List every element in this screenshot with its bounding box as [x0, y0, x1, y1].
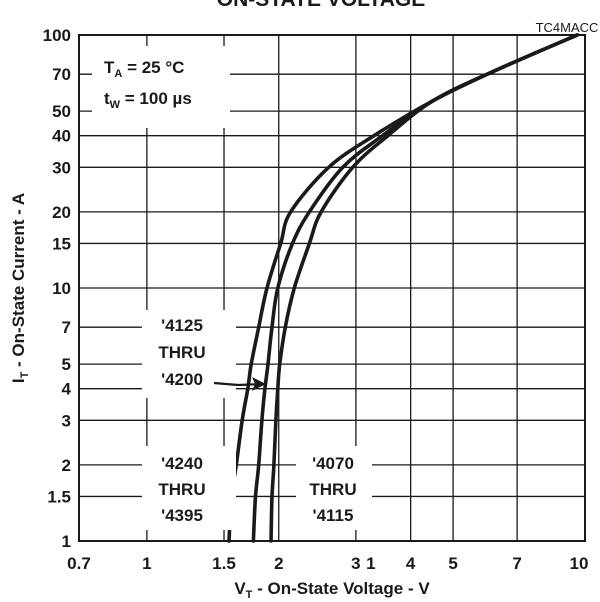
x-tick-label-1: 1 — [142, 554, 151, 573]
y-tick-label-70: 70 — [52, 65, 71, 84]
annotation-4125-line3: '4200 — [161, 370, 203, 389]
annotation-4125-arrowhead — [252, 377, 266, 391]
plot-frame — [78, 34, 586, 542]
curve-layer — [227, 33, 579, 543]
conditions-box: TA = 25 °C tW = 100 µs — [92, 46, 230, 128]
series-line-3 — [269, 33, 579, 543]
annotation-4125-4200: '4125 THRU '4200 — [142, 310, 266, 398]
y-tick-label-5: 5 — [62, 355, 71, 374]
annotation-4070-line2: THRU — [309, 480, 356, 499]
annotation-4240-line3: '4395 — [161, 506, 203, 525]
condition-temperature-symbol: T — [104, 58, 115, 77]
condition-pulse-width: tW = 100 µs — [104, 89, 192, 111]
x-tick-label-3: 3 — [351, 554, 360, 573]
annotation-4240-background — [142, 446, 236, 530]
x-tick-label-10: 10 — [570, 554, 589, 573]
figure-code: TC4MACC — [536, 20, 599, 35]
annotation-4125-line2: THRU — [158, 343, 205, 362]
y-tick-label-30: 30 — [52, 158, 71, 177]
annotation-4240-line2: THRU — [158, 480, 205, 499]
x-tick-label-extra: 1 — [366, 554, 375, 573]
y-tick-label-20: 20 — [52, 203, 71, 222]
condition-pulse-value: = 100 µs — [120, 89, 192, 108]
annotation-4070-4115: '4070 THRU '4115 — [296, 446, 372, 530]
y-tick-label-50: 50 — [52, 102, 71, 121]
x-tick-label-7: 7 — [512, 554, 521, 573]
x-tick-label-0-7: 0.7 — [67, 554, 91, 573]
y-axis-title-rest: - On-State Current - A — [9, 193, 28, 372]
condition-temperature-value: = 25 °C — [122, 58, 184, 77]
conditions-background — [92, 46, 230, 128]
x-tick-labels: 0.7 1 1.5 2 3 4 5 7 10 1 — [67, 554, 588, 573]
x-tick-label-1-5: 1.5 — [212, 554, 236, 573]
condition-pulse-symbol: t — [104, 89, 110, 108]
condition-temperature: TA = 25 °C — [104, 58, 184, 80]
x-tick-label-5: 5 — [448, 554, 457, 573]
x-axis-title: VT - On-State Voltage - V — [234, 579, 430, 601]
y-tick-label-10: 10 — [52, 279, 71, 298]
y-tick-label-2: 2 — [62, 456, 71, 475]
condition-temperature-subscript: A — [114, 68, 122, 80]
y-tick-label-4: 4 — [62, 380, 72, 399]
x-tick-label-4: 4 — [406, 554, 416, 573]
y-axis-title-symbol: I — [9, 378, 28, 383]
annotation-4070-background — [296, 446, 372, 530]
y-tick-label-40: 40 — [52, 127, 71, 146]
annotation-4240-4395: '4240 THRU '4395 — [142, 446, 236, 530]
y-axis-title-subscript: T — [19, 371, 31, 378]
y-tick-label-3: 3 — [62, 411, 71, 430]
x-tick-label-2: 2 — [274, 554, 283, 573]
x-axis-title-symbol: V — [234, 579, 246, 598]
annotation-4070-line3: '4115 — [313, 506, 354, 525]
y-tick-labels: 1 1.5 2 3 4 5 7 10 15 20 30 40 50 70 100 — [43, 26, 72, 551]
annotation-4070-line1: '4070 — [312, 454, 354, 473]
y-tick-label-7: 7 — [62, 318, 71, 337]
y-tick-label-100: 100 — [43, 26, 71, 45]
y-tick-label-1: 1 — [62, 532, 71, 551]
chart-title: ON-STATE VOLTAGE — [217, 0, 425, 11]
condition-pulse-subscript: W — [110, 99, 121, 111]
x-axis-title-rest: - On-State Voltage - V — [252, 579, 430, 598]
y-axis-title: IT - On-State Current - A — [9, 193, 31, 383]
y-tick-label-1-5: 1.5 — [47, 487, 71, 506]
x-axis-title-subscript: T — [246, 589, 253, 601]
annotation-4125-line1: '4125 — [161, 316, 203, 335]
y-tick-label-15: 15 — [52, 234, 71, 253]
annotation-4125-arrow-shaft — [213, 381, 263, 387]
annotation-4240-line1: '4240 — [161, 454, 203, 473]
